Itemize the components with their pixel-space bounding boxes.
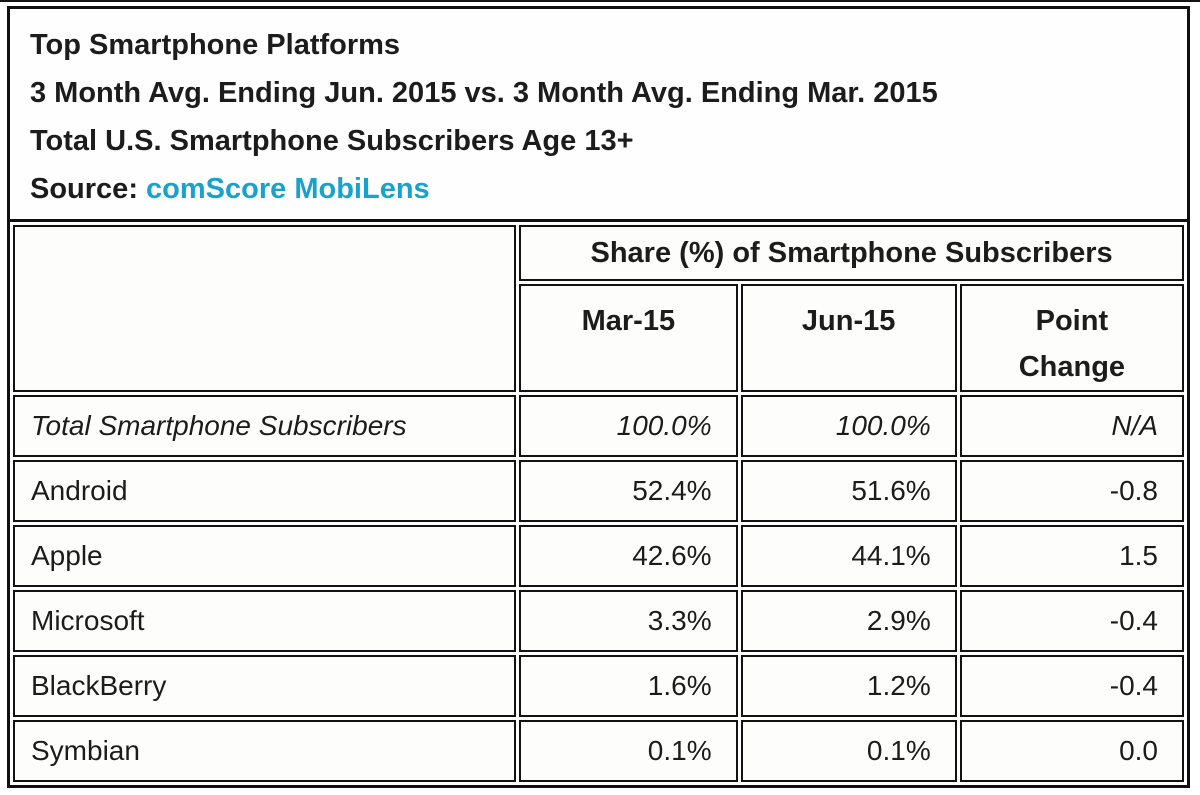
point-change-cell: -0.8: [959, 460, 1184, 522]
platform-cell: Android: [13, 460, 517, 522]
page-top-edge-line: [0, 0, 1200, 2]
platform-cell: BlackBerry: [13, 655, 517, 717]
mar15-value-cell: 100.0%: [519, 395, 738, 457]
col-header-jun15: Jun-15: [740, 284, 957, 392]
jun15-value-cell: 0.1%: [740, 720, 957, 782]
table-row-android: Android 52.4% 51.6% -0.8: [13, 460, 1184, 522]
table-row-total: Total Smartphone Subscribers 100.0% 100.…: [13, 395, 1184, 457]
jun15-value-cell: 1.2%: [740, 655, 957, 717]
column-header-row: Mar-15 Jun-15 Point Change: [13, 284, 1184, 392]
span-header-row: Share (%) of Smartphone Subscribers: [13, 225, 1184, 392]
point-change-cell: 1.5: [959, 525, 1184, 587]
corner-cell: [13, 225, 517, 392]
jun15-value-cell: 2.9%: [740, 590, 957, 652]
col-header-point-change-label: Point Change: [1018, 305, 1126, 383]
platform-cell: Symbian: [13, 720, 517, 782]
report-header: Top Smartphone Platforms 3 Month Avg. En…: [10, 9, 1187, 217]
platform-cell: Microsoft: [13, 590, 517, 652]
report-source-line: Source: comScore MobiLens: [30, 165, 1167, 213]
col-header-mar15: Mar-15: [519, 284, 738, 392]
source-link[interactable]: comScore MobiLens: [146, 173, 430, 205]
report-subtitle: 3 Month Avg. Ending Jun. 2015 vs. 3 Mont…: [30, 77, 938, 109]
jun15-value-cell: 44.1%: [740, 525, 957, 587]
report-audience: Total U.S. Smartphone Subscribers Age 13…: [30, 125, 634, 157]
table-row-symbian: Symbian 0.1% 0.1% 0.0: [13, 720, 1184, 782]
table-row-microsoft: Microsoft 3.3% 2.9% -0.4: [13, 590, 1184, 652]
mar15-value-cell: 3.3%: [519, 590, 738, 652]
source-label: Source:: [30, 173, 138, 205]
report-frame: Top Smartphone Platforms 3 Month Avg. En…: [7, 6, 1190, 788]
platform-cell: Apple: [13, 525, 517, 587]
col-header-jun15-label: Jun-15: [801, 305, 896, 337]
mar15-value-cell: 1.6%: [519, 655, 738, 717]
table-row-blackberry: BlackBerry 1.6% 1.2% -0.4: [13, 655, 1184, 717]
mar15-value-cell: 42.6%: [519, 525, 738, 587]
point-change-cell: N/A: [959, 395, 1184, 457]
col-header-point-change: Point Change: [959, 284, 1184, 392]
jun15-value-cell: 51.6%: [740, 460, 957, 522]
jun15-value-cell: 100.0%: [740, 395, 957, 457]
point-change-cell: -0.4: [959, 590, 1184, 652]
mar15-value-cell: 52.4%: [519, 460, 738, 522]
smartphone-share-table: Share (%) of Smartphone Subscribers Mar-…: [10, 219, 1187, 785]
mar15-value-cell: 0.1%: [519, 720, 738, 782]
col-header-mar15-label: Mar-15: [581, 305, 676, 337]
point-change-cell: 0.0: [959, 720, 1184, 782]
point-change-cell: -0.4: [959, 655, 1184, 717]
report-title: Top Smartphone Platforms: [30, 29, 401, 61]
span-header: Share (%) of Smartphone Subscribers: [519, 225, 1184, 281]
table-row-apple: Apple 42.6% 44.1% 1.5: [13, 525, 1184, 587]
platform-cell: Total Smartphone Subscribers: [13, 395, 517, 457]
